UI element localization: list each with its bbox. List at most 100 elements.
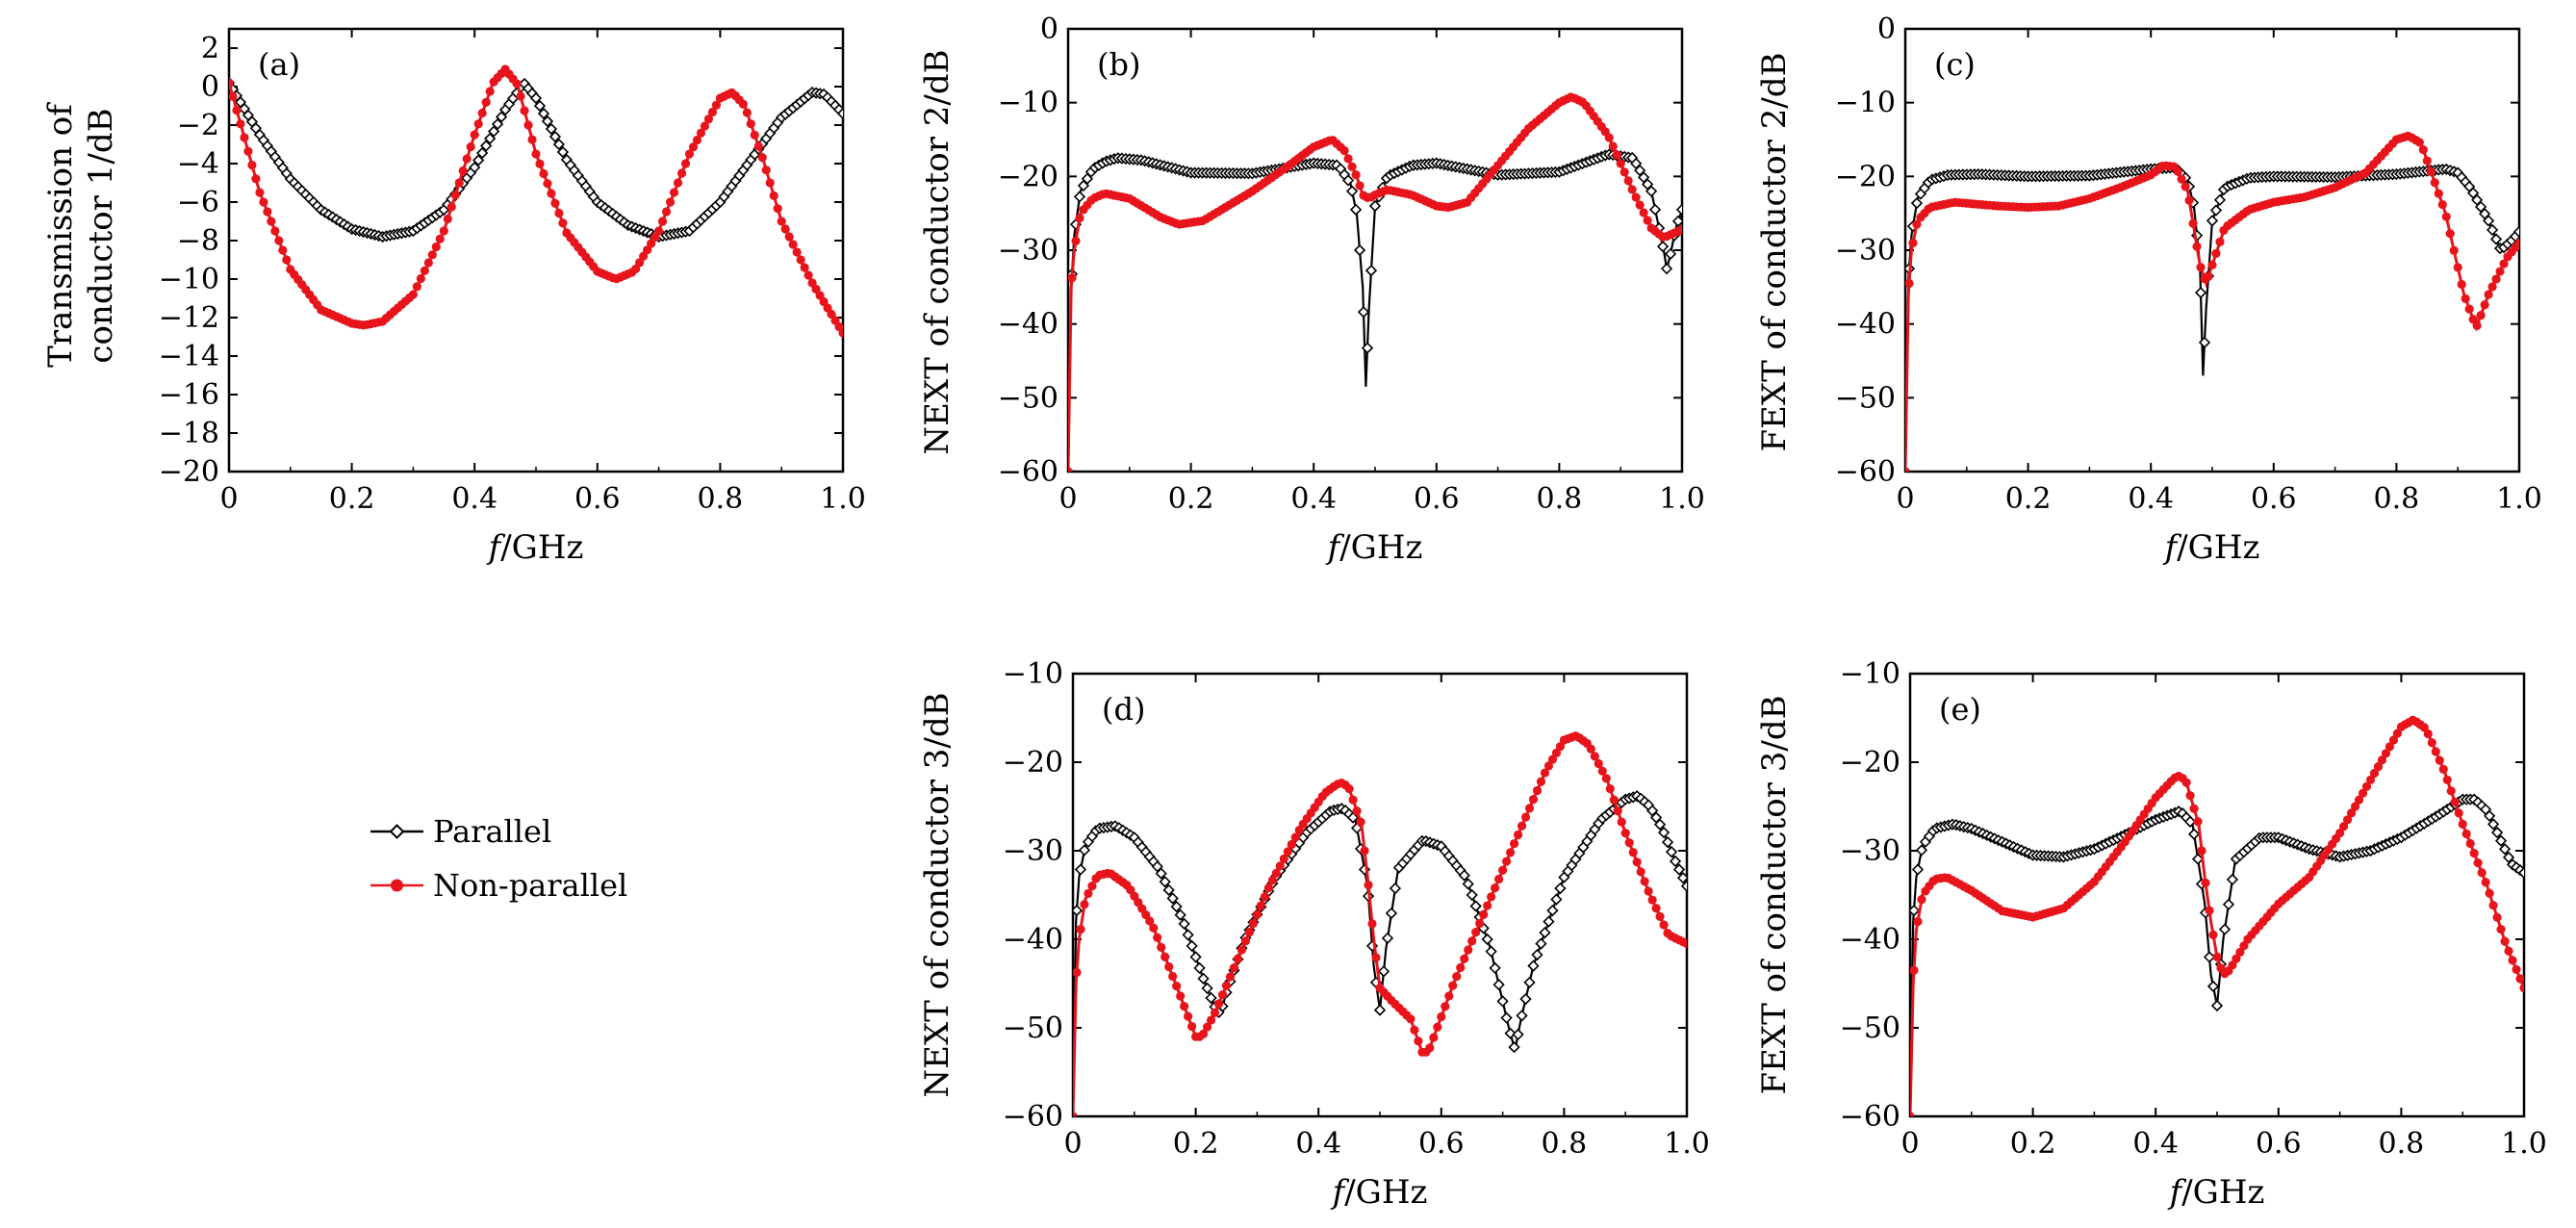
- panel-a-point-parallel: [741, 159, 753, 171]
- panel-c-point-parallel: [2467, 187, 2480, 199]
- panel-d-point-parallel: [1543, 915, 1555, 928]
- panel-d-point-nonparallel: [1213, 999, 1224, 1009]
- panel-d-point-nonparallel: [1176, 991, 1186, 1001]
- panel-e-point-nonparallel: [2201, 878, 2210, 887]
- panel-b-point-parallel: [1368, 199, 1382, 213]
- panel-e-point-nonparallel: [2392, 729, 2403, 738]
- panel-b-point-nonparallel: [1604, 133, 1614, 142]
- panel-b-xtick-label: 0.6: [1414, 482, 1460, 516]
- panel-a-xtick-label: 0.4: [451, 482, 497, 516]
- panel-b-point-parallel: [1656, 241, 1670, 253]
- panel-d-point-parallel: [1492, 979, 1505, 991]
- panel-d-point-nonparallel: [1283, 847, 1292, 857]
- panel-e-point-nonparallel: [2435, 755, 2444, 765]
- panel-d-point-nonparallel: [1448, 981, 1458, 990]
- panel-c-point-nonparallel: [2418, 145, 2428, 155]
- panel-c-xtick-label: 0.2: [2005, 482, 2052, 516]
- panel-a-point-nonparallel: [769, 191, 778, 200]
- panel-c-point-parallel: [2194, 286, 2207, 299]
- panel-a-point-nonparallel: [834, 321, 843, 332]
- panel-d-point-nonparallel: [1509, 839, 1519, 849]
- panel-d-frame: [1071, 672, 1689, 1118]
- panel-d-point-nonparallel: [1080, 900, 1089, 909]
- panel-a-label: (a): [258, 46, 300, 83]
- panel-d-point-nonparallel: [1590, 752, 1599, 761]
- panel-e-point-parallel: [1915, 844, 1928, 857]
- panel-d-point-nonparallel: [1651, 904, 1661, 913]
- panel-e-point-nonparallel: [2358, 788, 2368, 798]
- panel-d-point-parallel: [1680, 880, 1687, 892]
- panel-d-point-parallel: [1508, 1040, 1520, 1054]
- panel-e-point-nonparallel: [2350, 802, 2360, 811]
- panel-e-point-parallel: [1911, 863, 1925, 876]
- panel-d-point-nonparallel: [1444, 991, 1454, 1001]
- panel-a-xtick-label: 0.8: [698, 482, 744, 516]
- panel-e-ytick-label: −50: [1840, 1011, 1900, 1045]
- panel-c-point-nonparallel: [2184, 195, 2194, 205]
- panel-a-point-nonparallel: [263, 207, 272, 217]
- panel-a-point-nonparallel: [229, 78, 234, 88]
- panel-b-line-nonparallel: [1068, 94, 1682, 472]
- panel-e-xtick-label: 0.4: [2132, 1127, 2179, 1161]
- panel-d-point-parallel: [1389, 882, 1402, 895]
- panel-d-point-nonparallel: [1248, 918, 1259, 929]
- panel-c-point-parallel: [2478, 208, 2491, 220]
- panel-a-point-nonparallel: [753, 141, 763, 151]
- panel-a-point-parallel: [564, 159, 577, 171]
- panel-d-point-parallel: [1500, 1011, 1513, 1024]
- panel-a-point-nonparallel: [676, 168, 687, 178]
- panel-a-point-parallel: [537, 107, 550, 120]
- panel-b-point-parallel: [1349, 203, 1363, 216]
- panel-d-point-nonparallel: [1597, 766, 1607, 776]
- panel-e-point-nonparallel: [2458, 819, 2467, 830]
- panel-e-ylabel: FEXT of conductor 3/dB: [1755, 695, 1794, 1094]
- panel-a-point-nonparallel: [232, 105, 242, 115]
- panel-b-point-parallel: [1353, 243, 1366, 257]
- panel-d-point-nonparallel: [1352, 806, 1362, 816]
- panel-d-point-nonparallel: [1149, 923, 1159, 933]
- panel-a-point-nonparallel: [423, 258, 433, 268]
- panel-c-ytick-label: −10: [1835, 87, 1896, 120]
- panel-e-point-nonparallel: [2377, 755, 2387, 765]
- panel-d-point-parallel: [1074, 863, 1087, 876]
- panel-e-point-parallel: [2498, 843, 2512, 856]
- panel-c-point-nonparallel: [2514, 238, 2519, 247]
- panel-a-ytick-label: −10: [159, 263, 219, 296]
- panel-a-point-nonparallel: [661, 207, 672, 217]
- panel-a-ylabel-line1: Transmission of: [41, 102, 80, 368]
- panel-c-point-nonparallel: [2495, 267, 2505, 276]
- panel-c-xtick-label: 1.0: [2496, 482, 2542, 516]
- panel-a-point-parallel: [733, 169, 746, 182]
- panel-c-point-nonparallel: [2177, 174, 2186, 184]
- panel-a-point-nonparallel: [473, 119, 483, 129]
- panel-a-xtick-label: 0.2: [329, 482, 375, 516]
- panel-a-point-nonparallel: [454, 178, 464, 188]
- panel-e-ytick-label: −20: [1840, 746, 1900, 780]
- panel-c-point-nonparallel: [2188, 218, 2198, 228]
- panel-d-point-nonparallel: [1225, 972, 1236, 982]
- panel-d-point-nonparallel: [1180, 1001, 1189, 1011]
- panel-b-ytick-label: −10: [998, 87, 1058, 120]
- panel-c-ytick-label: −30: [1835, 234, 1896, 268]
- panel-b-point-nonparallel: [1071, 236, 1081, 246]
- panel-e-series-parallel: [1910, 793, 2524, 1116]
- panel-b-point-parallel: [1637, 171, 1650, 184]
- panel-a-point-nonparallel: [547, 189, 556, 198]
- panel-a-point-nonparallel: [780, 224, 790, 234]
- panel-a-ytick-label: −6: [177, 186, 219, 219]
- panel-b-point-nonparallel: [1347, 162, 1357, 171]
- panel-d-point-parallel: [1078, 844, 1091, 857]
- panel-d-point-parallel: [1462, 878, 1474, 890]
- panel-d-point-nonparallel: [1275, 861, 1285, 871]
- panel-a-ytick-label: −4: [177, 147, 219, 181]
- panel-d-ytick-label: −20: [1003, 746, 1063, 780]
- panel-e-point-nonparallel: [2438, 764, 2448, 774]
- panel-a-point-nonparallel: [803, 270, 813, 280]
- panel-d-point-nonparallel: [1073, 967, 1082, 978]
- panel-d-point-nonparallel: [1464, 945, 1473, 955]
- panel-a-point-parallel: [718, 191, 730, 203]
- panel-d-xtick-label: 1.0: [1664, 1127, 1710, 1161]
- panel-d-point-nonparallel: [1279, 854, 1288, 863]
- panel-c-ytick-label: 0: [1877, 13, 1896, 46]
- panel-d-point-nonparallel: [1655, 911, 1665, 922]
